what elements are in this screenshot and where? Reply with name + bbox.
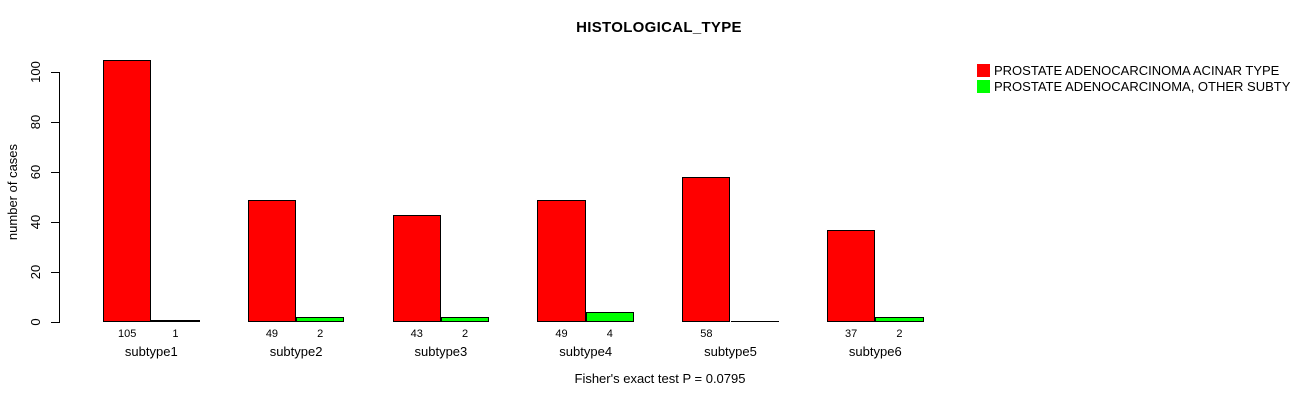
category-label-subtype3: subtype3 [414,344,468,359]
legend-item-other-subtype: PROSTATE ADENOCARCINOMA, OTHER SUBTYPE [977,78,1290,94]
bar-subtype3-series0 [392,214,441,322]
y-tick-label: 60 [28,164,43,180]
y-axis-line [59,72,60,323]
y-tick [51,222,59,223]
bar-subtype3-series1 [440,317,490,322]
category-label-subtype2: subtype2 [269,344,323,359]
y-tick-label: 40 [28,214,43,230]
fisher-test-note: Fisher's exact test P = 0.0795 [574,371,746,386]
bar-subtype5-series0 [682,177,731,322]
legend-swatch-red-icon [977,63,990,77]
bar-subtype1-series1 [151,319,200,322]
y-tick [51,272,59,273]
bar-value-label: 105 [117,328,137,340]
bar-subtype4-series0 [537,199,586,322]
legend-label-other-subtype: PROSTATE ADENOCARCINOMA, OTHER SUBTYPE [994,78,1290,94]
bar-value-label: 43 [410,328,423,340]
bar-subtype4-series1 [585,312,634,322]
bar-value-label: 1 [172,328,179,340]
bar-value-label: 49 [265,328,279,340]
y-axis-label: number of cases [5,143,20,241]
chart-title: HISTOLOGICAL_TYPE [576,19,742,36]
y-tick-label: 100 [28,61,43,83]
category-label-subtype4: subtype4 [559,344,613,359]
bar-subtype1-series0 [103,59,152,322]
legend-item-acinar-type: PROSTATE ADENOCARCINOMA ACINAR TYPE [977,62,1290,78]
y-tick [51,72,59,73]
bar-value-label: 2 [317,328,324,340]
bar-subtype2-series0 [247,199,297,322]
bar-value-label: 2 [461,328,469,340]
y-tick-label: 0 [28,318,43,326]
y-tick-label: 80 [28,114,43,130]
category-label-subtype1: subtype1 [124,344,178,359]
y-tick [51,172,59,173]
y-tick [51,322,59,323]
bar-subtype6-series1 [875,317,924,322]
bar-value-label: 58 [700,328,713,340]
bar-subtype2-series1 [296,317,345,322]
legend-label-acinar-type: PROSTATE ADENOCARCINOMA ACINAR TYPE [994,62,1280,78]
category-label-subtype5: subtype5 [704,344,757,359]
category-label-subtype6: subtype6 [848,344,902,359]
y-tick [51,122,59,123]
bar-value-label: 2 [896,328,903,340]
bar-value-label: 49 [555,328,568,340]
legend-swatch-green-icon [977,79,990,93]
bar-value-label: 37 [845,328,858,340]
bar-subtype5-series1-zero [730,321,779,322]
bar-subtype6-series0 [827,229,876,322]
y-tick-label: 20 [28,264,43,280]
bar-value-label: 4 [606,328,613,340]
legend: PROSTATE ADENOCARCINOMA ACINAR TYPE PROS… [977,62,1290,94]
